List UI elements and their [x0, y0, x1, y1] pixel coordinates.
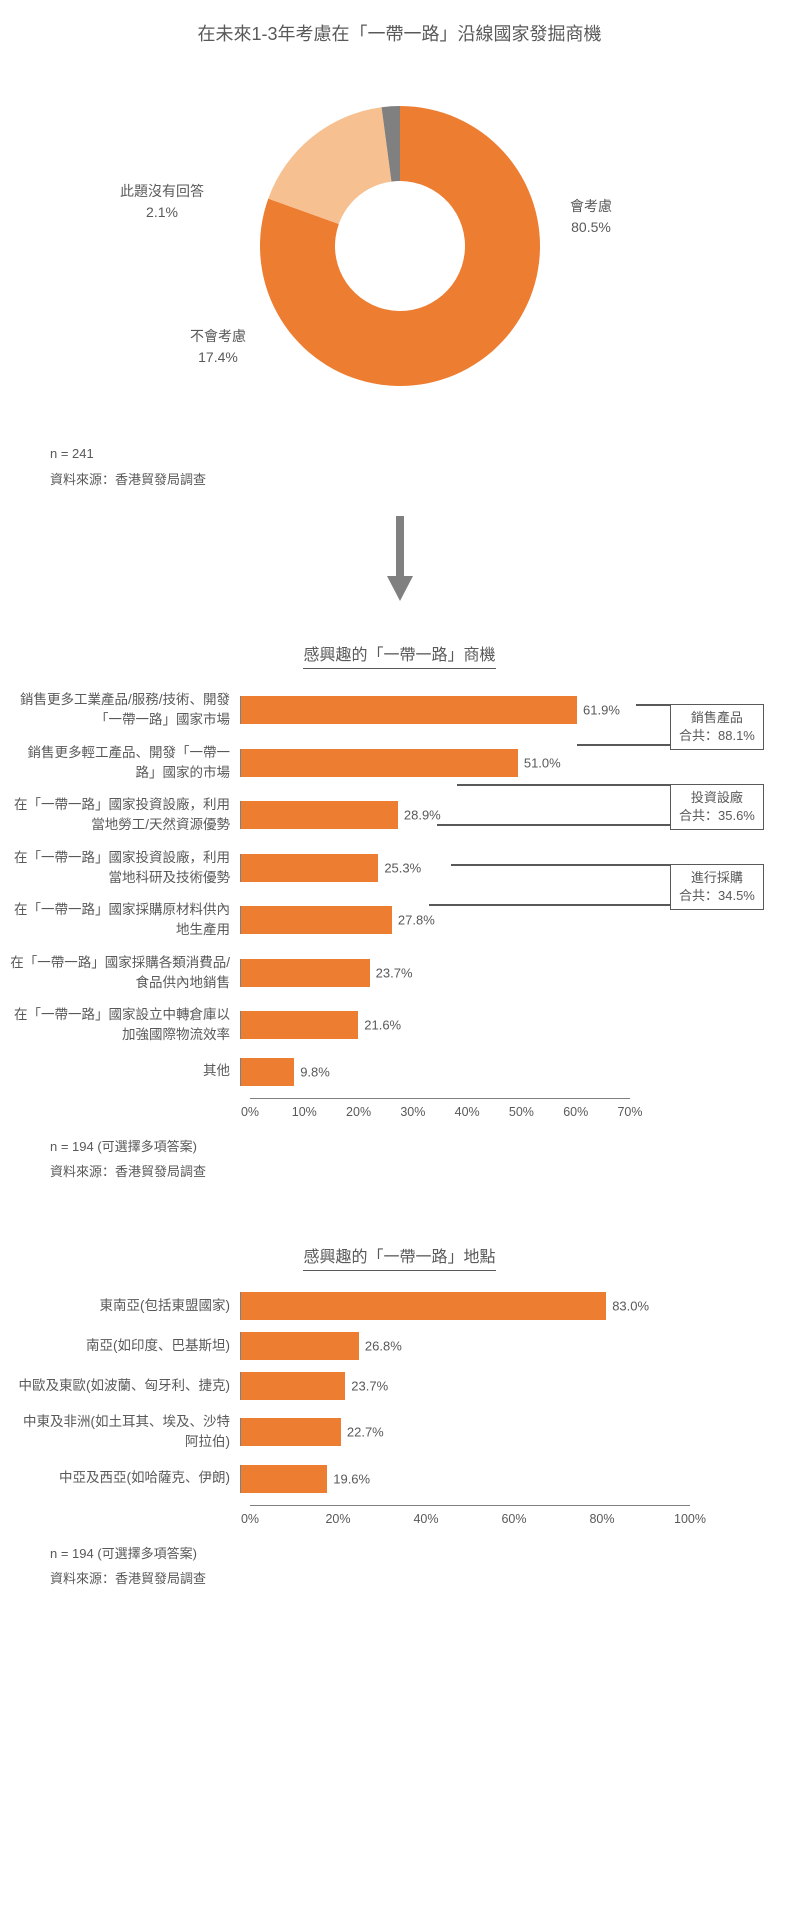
bar-fill: 61.9%: [241, 696, 577, 724]
x-tick-label: 0%: [241, 1512, 259, 1526]
x-tick-label: 40%: [413, 1512, 438, 1526]
bar-row: 在「一帶一路」國家採購原材料供內地生產用27.8%: [10, 900, 649, 941]
x-tick-label: 60%: [501, 1512, 526, 1526]
bar-value: 21.6%: [364, 1018, 401, 1033]
bar-fill: 9.8%: [241, 1058, 294, 1086]
bar-row: 在「一帶一路」國家設立中轉倉庫以加強國際物流效率21.6%: [10, 1005, 649, 1046]
bar-fill: 25.3%: [241, 854, 378, 882]
bar-value: 9.8%: [300, 1064, 330, 1079]
bar-value: 27.8%: [398, 913, 435, 928]
annotation-connector: [457, 784, 670, 786]
donut-slice-label: 不會考慮17.4%: [190, 326, 246, 368]
bar-chart-2-section: 感興趣的「一帶一路」地點 東南亞(包括東盟國家)83.0%南亞(如印度、巴基斯坦…: [10, 1243, 789, 1590]
bar-label: 中歐及東歐(如波蘭、匈牙利、捷克): [10, 1376, 240, 1396]
donut-source-text: 資料來源：香港貿發局調查: [50, 470, 206, 491]
bar-chart-1-section: 感興趣的「一帶一路」商機 銷售更多工業產品/服務/技術、開發「一帶一路」國家市場…: [10, 641, 789, 1183]
bar-fill: 26.8%: [241, 1332, 359, 1360]
donut-slice-label: 此題沒有回答2.1%: [120, 181, 204, 223]
bar-label: 在「一帶一路」國家設立中轉倉庫以加強國際物流效率: [10, 1005, 240, 1046]
x-tick-label: 80%: [589, 1512, 614, 1526]
donut-slice-label: 會考慮80.5%: [570, 196, 612, 238]
x-tick-label: 20%: [346, 1105, 371, 1119]
annotation-box: 進行採購合共：34.5%: [670, 864, 764, 910]
bar1-title: 感興趣的「一帶一路」商機: [10, 641, 789, 665]
bar-value: 23.7%: [376, 965, 413, 980]
bar-label: 銷售更多輕工產品、開發「一帶一路」國家的市場: [10, 743, 240, 784]
x-tick-label: 20%: [325, 1512, 350, 1526]
annotation-connector: [429, 904, 670, 906]
bar-value: 23.7%: [351, 1379, 388, 1394]
bar-value: 22.7%: [347, 1425, 384, 1440]
bar-value: 28.9%: [404, 808, 441, 823]
donut-chart: [250, 96, 550, 401]
bar2-source-text: 資料來源：香港貿發局調查: [50, 1569, 789, 1590]
bar-label: 中亞及西亞(如哈薩克、伊朗): [10, 1468, 240, 1488]
bar-row: 東南亞(包括東盟國家)83.0%: [10, 1292, 789, 1320]
bar-fill: 19.6%: [241, 1465, 327, 1493]
arrow-down-icon: [10, 516, 789, 611]
x-tick-label: 60%: [563, 1105, 588, 1119]
bar-row: 在「一帶一路」國家採購各類消費品/食品供內地銷售23.7%: [10, 953, 649, 994]
x-axis: 0%10%20%30%40%50%60%70%: [250, 1098, 630, 1122]
bar-label: 中東及非洲(如土耳其、埃及、沙特阿拉伯): [10, 1412, 240, 1453]
bar-value: 61.9%: [583, 703, 620, 718]
bar-fill: 22.7%: [241, 1418, 341, 1446]
annotation-box: 投資設廠合共：35.6%: [670, 784, 764, 830]
bar-row: 銷售更多工業產品/服務/技術、開發「一帶一路」國家市場61.9%: [10, 690, 649, 731]
bar-fill: 83.0%: [241, 1292, 606, 1320]
bar-row: 其他9.8%: [10, 1058, 649, 1086]
annotation-connector: [451, 864, 670, 866]
bar-row: 在「一帶一路」國家投資設廠，利用當地勞工/天然資源優勢28.9%: [10, 795, 649, 836]
x-tick-label: 30%: [400, 1105, 425, 1119]
donut-chart-section: 會考慮80.5% 不會考慮17.4% 此題沒有回答2.1% n = 241 資料來源…: [10, 76, 789, 496]
annotation-connector: [636, 704, 670, 706]
bar-label: 其他: [10, 1061, 240, 1081]
bar-row: 中東及非洲(如土耳其、埃及、沙特阿拉伯)22.7%: [10, 1412, 789, 1453]
bar-fill: 51.0%: [241, 749, 518, 777]
bar-label: 在「一帶一路」國家採購原材料供內地生產用: [10, 900, 240, 941]
bar-value: 25.3%: [384, 860, 421, 875]
bar-fill: 21.6%: [241, 1011, 358, 1039]
x-tick-label: 70%: [617, 1105, 642, 1119]
bar1-n-text: n = 194 (可選擇多項答案): [50, 1137, 789, 1158]
bar-row: 中歐及東歐(如波蘭、匈牙利、捷克)23.7%: [10, 1372, 789, 1400]
bar-label: 南亞(如印度、巴基斯坦): [10, 1336, 240, 1356]
bar-label: 銷售更多工業產品/服務/技術、開發「一帶一路」國家市場: [10, 690, 240, 731]
x-tick-label: 50%: [509, 1105, 534, 1119]
bar-label: 在「一帶一路」國家投資設廠，利用當地科研及技術優勢: [10, 848, 240, 889]
bar-row: 南亞(如印度、巴基斯坦)26.8%: [10, 1332, 789, 1360]
donut-n-text: n = 241: [50, 444, 206, 465]
x-tick-label: 10%: [292, 1105, 317, 1119]
bar-fill: 23.7%: [241, 1372, 345, 1400]
annotation-connector: [437, 824, 670, 826]
bar-label: 在「一帶一路」國家採購各類消費品/食品供內地銷售: [10, 953, 240, 994]
bar2-title: 感興趣的「一帶一路」地點: [10, 1243, 789, 1267]
bar-label: 東南亞(包括東盟國家): [10, 1296, 240, 1316]
x-tick-label: 0%: [241, 1105, 259, 1119]
annotation-box: 銷售產品合共：88.1%: [670, 704, 764, 750]
bar-row: 銷售更多輕工產品、開發「一帶一路」國家的市場51.0%: [10, 743, 649, 784]
bar-label: 在「一帶一路」國家投資設廠，利用當地勞工/天然資源優勢: [10, 795, 240, 836]
main-title: 在未來1-3年考慮在「一帶一路」沿線國家發掘商機: [10, 20, 789, 46]
bar-fill: 28.9%: [241, 801, 398, 829]
bar-value: 83.0%: [612, 1299, 649, 1314]
bar2-n-text: n = 194 (可選擇多項答案): [50, 1544, 789, 1565]
bar-row: 在「一帶一路」國家投資設廠，利用當地科研及技術優勢25.3%: [10, 848, 649, 889]
bar-fill: 27.8%: [241, 906, 392, 934]
bar-value: 26.8%: [365, 1339, 402, 1354]
bar1-source-text: 資料來源：香港貿發局調查: [50, 1162, 789, 1183]
x-axis: 0%20%40%60%80%100%: [250, 1505, 690, 1529]
bar-value: 19.6%: [333, 1471, 370, 1486]
bar-value: 51.0%: [524, 755, 561, 770]
x-tick-label: 40%: [455, 1105, 480, 1119]
x-tick-label: 100%: [674, 1512, 706, 1526]
bar-fill: 23.7%: [241, 959, 370, 987]
annotation-connector: [577, 744, 670, 746]
bar-row: 中亞及西亞(如哈薩克、伊朗)19.6%: [10, 1465, 789, 1493]
